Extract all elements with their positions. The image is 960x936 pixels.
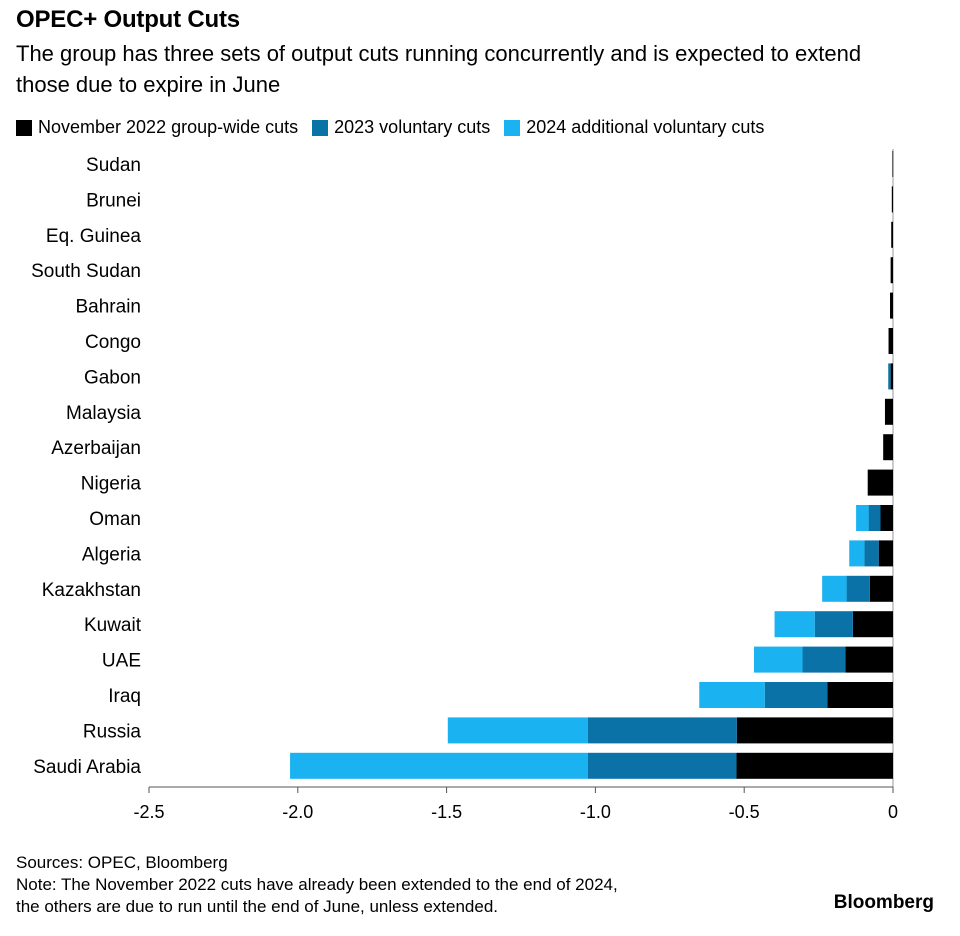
bar-bahrain-series-0 xyxy=(890,292,893,319)
category-label: Nigeria xyxy=(81,474,142,495)
category-label: South Sudan xyxy=(31,261,141,282)
bar-russia-series-1 xyxy=(587,717,737,744)
category-label: Bahrain xyxy=(76,297,142,318)
chart-title: OPEC+ Output Cuts xyxy=(16,6,240,33)
category-label: Gabon xyxy=(84,367,141,388)
bar-kuwait-series-2 xyxy=(774,611,815,638)
x-tick-label: 0 xyxy=(888,802,898,822)
legend-label-2023: 2023 voluntary cuts xyxy=(334,117,491,137)
legend-item-nov-2022: November 2022 group-wide cuts xyxy=(16,117,298,138)
bar-saudi-arabia-series-0 xyxy=(736,752,893,779)
category-label: Eq. Guinea xyxy=(46,226,141,247)
bar-saudi-arabia-series-1 xyxy=(587,752,737,779)
category-label: Saudi Arabia xyxy=(33,757,141,778)
category-label: Russia xyxy=(83,721,142,742)
note-line-2: the others are due to run until the end … xyxy=(16,897,499,916)
category-label: Azerbaijan xyxy=(51,438,141,459)
bar-south-sudan-series-0 xyxy=(890,257,893,284)
bar-azerbaijan-series-0 xyxy=(883,434,893,461)
bar-uae-series-2 xyxy=(754,646,803,673)
x-tick-label: -0.5 xyxy=(729,802,760,822)
x-tick-label: -2.0 xyxy=(282,802,313,822)
bar-sudan-series-0 xyxy=(892,151,894,177)
bar-iraq-series-2 xyxy=(699,682,765,708)
bar-kuwait-series-1 xyxy=(814,611,853,638)
bar-iraq-series-0 xyxy=(827,682,893,708)
bar-kazakhstan-series-0 xyxy=(869,575,893,602)
bar-malaysia-series-0 xyxy=(884,398,893,425)
bar-gabon-series-1 xyxy=(888,363,891,390)
bar-gabon-series-0 xyxy=(890,363,893,390)
bar-kazakhstan-series-2 xyxy=(822,575,847,602)
legend: November 2022 group-wide cuts 2023 volun… xyxy=(16,117,778,138)
legend-swatch-nov-2022 xyxy=(16,119,32,136)
bar-algeria-series-2 xyxy=(849,540,865,567)
bar-russia-series-0 xyxy=(736,717,893,744)
bar-uae-series-1 xyxy=(802,646,846,673)
legend-item-2023: 2023 voluntary cuts xyxy=(312,117,490,138)
footer: Sources: OPEC, Bloomberg Note: The Novem… xyxy=(16,852,618,918)
bar-brunei-series-0 xyxy=(891,186,893,213)
category-label: Kazakhstan xyxy=(42,580,141,601)
legend-label-2024: 2024 additional voluntary cuts xyxy=(526,117,765,137)
legend-swatch-2023 xyxy=(312,119,329,136)
bar-iraq-series-1 xyxy=(764,682,828,708)
sources-text: Sources: OPEC, Bloomberg xyxy=(16,853,228,872)
category-label: UAE xyxy=(102,651,141,672)
category-label: Kuwait xyxy=(84,615,142,636)
bar-algeria-series-1 xyxy=(864,540,879,567)
category-label: Algeria xyxy=(82,544,142,565)
bar-oman-series-2 xyxy=(856,505,869,531)
bar-kazakhstan-series-1 xyxy=(846,575,870,602)
legend-item-2024: 2024 additional voluntary cuts xyxy=(504,117,764,138)
bar-kuwait-series-0 xyxy=(852,611,893,638)
x-tick-label: -1.0 xyxy=(580,802,611,822)
legend-swatch-2024 xyxy=(504,119,521,136)
category-label: Brunei xyxy=(86,190,141,211)
bar-oman-series-0 xyxy=(880,505,893,531)
bar-russia-series-2 xyxy=(447,717,588,744)
category-label: Iraq xyxy=(108,686,141,707)
bar-uae-series-0 xyxy=(845,646,893,673)
x-tick-label: -1.5 xyxy=(431,802,462,822)
legend-label-nov-2022: November 2022 group-wide cuts xyxy=(38,117,299,137)
bloomberg-logo: Bloomberg xyxy=(833,892,934,913)
category-label: Sudan xyxy=(86,155,141,176)
category-label: Malaysia xyxy=(66,403,141,424)
category-label: Oman xyxy=(89,509,141,530)
x-tick-label: -2.5 xyxy=(133,802,164,822)
bar-congo-series-0 xyxy=(888,328,893,354)
bar-saudi-arabia-series-2 xyxy=(290,752,588,779)
bar-nigeria-series-0 xyxy=(867,469,893,496)
bar-oman-series-1 xyxy=(868,505,881,531)
bar-eq-guinea-series-0 xyxy=(891,221,893,248)
chart-subtitle: The group has three sets of output cuts … xyxy=(16,41,862,97)
bar-algeria-series-0 xyxy=(878,540,893,567)
category-label: Congo xyxy=(85,332,141,353)
note-line-1: Note: The November 2022 cuts have alread… xyxy=(16,875,618,894)
